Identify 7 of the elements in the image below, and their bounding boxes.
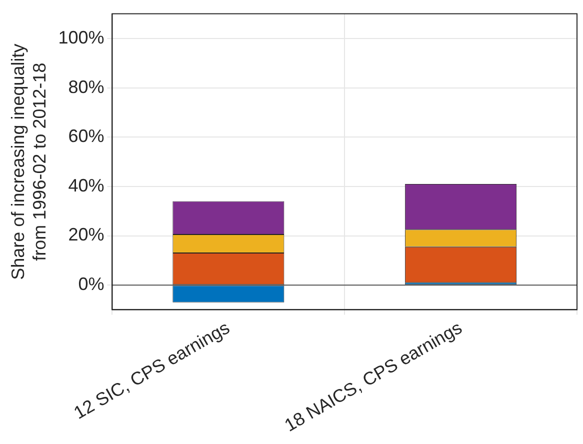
y-tick-label: 80%	[68, 76, 104, 97]
y-tick-label: 60%	[68, 126, 104, 146]
y-tick-label: 40%	[68, 175, 104, 196]
y-tick-label: 0%	[78, 274, 104, 294]
y-tick-label: 20%	[68, 224, 104, 245]
y-axis-title: Share of increasing inequality from 1996-02 to 2012-18	[8, 44, 50, 280]
y-tick-label: 100%	[58, 27, 104, 48]
